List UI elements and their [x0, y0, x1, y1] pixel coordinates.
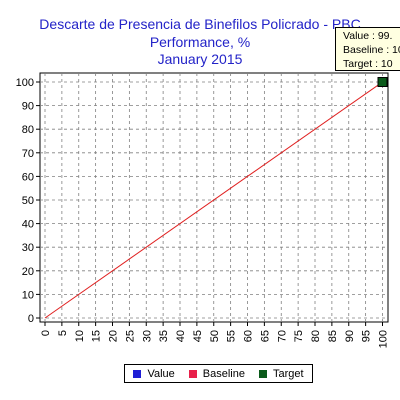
legend-item-baseline: Baseline: [188, 367, 245, 380]
x-tick-label: 0: [40, 330, 52, 336]
chart-title-line3: January 2015: [157, 51, 243, 67]
y-tick-label: 100: [16, 77, 34, 89]
x-tick-label: 30: [141, 330, 153, 342]
tooltip-value: Value : 99.: [343, 30, 393, 42]
y-tick-label: 60: [22, 171, 34, 183]
chart-title-line2: Performance, %: [149, 34, 251, 50]
x-tick-label: 60: [243, 330, 255, 342]
x-tick-label: 50: [209, 330, 221, 342]
y-tick-label: 90: [22, 101, 34, 113]
x-tick-label: 55: [226, 330, 238, 342]
x-tick-label: 70: [276, 330, 288, 342]
y-tick-label: 50: [22, 195, 34, 207]
x-tick-label: 25: [124, 330, 136, 342]
x-tick-label: 95: [361, 330, 373, 342]
series-point-target: [377, 77, 388, 87]
x-tick-label: 100: [378, 330, 390, 348]
legend-item-value: Value: [133, 367, 175, 380]
x-tick-label: 80: [310, 330, 322, 342]
data-tooltip: Value : 99. Baseline : 10 Target : 10: [335, 27, 400, 71]
series-line-baseline: [44, 81, 383, 319]
x-tick-label: 20: [108, 330, 120, 342]
y-tick-label: 80: [22, 124, 34, 136]
x-tick-label: 85: [327, 330, 339, 342]
x-tick-label: 75: [293, 330, 305, 342]
y-tick-label: 70: [22, 148, 34, 160]
legend-label-target: Target: [272, 367, 304, 380]
legend-label-baseline: Baseline: [202, 367, 245, 380]
y-tick-label: 10: [22, 289, 34, 301]
x-tick-label: 5: [57, 330, 69, 336]
x-tick-label: 45: [192, 330, 204, 342]
legend-item-target: Target: [258, 367, 304, 380]
tooltip-target: Target : 10: [343, 58, 393, 70]
x-tick-label: 35: [158, 330, 170, 342]
y-tick-label: 20: [22, 266, 34, 278]
y-tick-label: 30: [22, 242, 34, 254]
x-tick-label: 90: [344, 330, 356, 342]
y-tick-label: 0: [28, 313, 34, 325]
x-tick-label: 65: [259, 330, 271, 342]
legend-swatch-baseline: [188, 369, 197, 378]
chart-legend: Value Baseline Target: [124, 364, 313, 383]
chart-title-line1: Descarte de Presencia de Binefilos Polic…: [39, 16, 361, 32]
x-tick-label: 15: [91, 330, 103, 342]
y-tick-label: 40: [22, 219, 34, 231]
tooltip-baseline: Baseline : 10: [343, 44, 400, 56]
x-tick-label: 40: [175, 330, 187, 342]
x-tick-label: 10: [74, 330, 86, 342]
legend-swatch-target: [258, 369, 267, 378]
legend-swatch-value: [133, 369, 142, 378]
legend-label-value: Value: [147, 367, 175, 380]
